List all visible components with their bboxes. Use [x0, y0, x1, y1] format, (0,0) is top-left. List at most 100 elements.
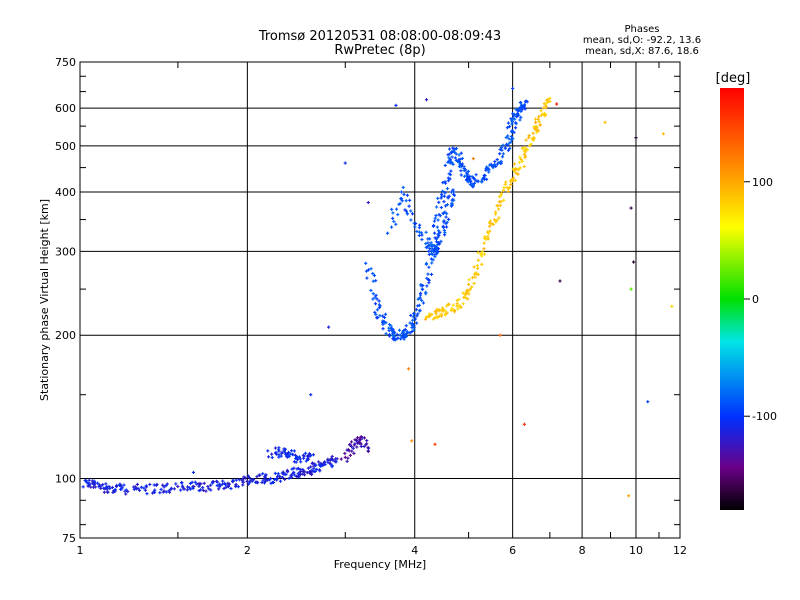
- data-point: [391, 333, 395, 337]
- data-point: [182, 487, 186, 491]
- data-point: [502, 186, 506, 190]
- data-point: [445, 203, 450, 207]
- data-point: [421, 301, 426, 305]
- data-point: [364, 269, 369, 273]
- data-point: [497, 195, 502, 199]
- data-point: [459, 169, 463, 173]
- data-point: [280, 451, 284, 455]
- data-point: [469, 183, 474, 187]
- data-point: [313, 469, 317, 474]
- data-point: [427, 315, 431, 319]
- data-point: [392, 219, 396, 224]
- data-point: [226, 484, 230, 488]
- data-point: [503, 182, 507, 187]
- data-point: [353, 438, 357, 442]
- data-point: [382, 315, 387, 320]
- data-point: [317, 468, 322, 472]
- data-point: [445, 212, 449, 216]
- data-point: [509, 134, 514, 139]
- data-point: [412, 328, 416, 332]
- data-point: [436, 235, 440, 239]
- data-point: [548, 99, 552, 103]
- data-point: [378, 304, 382, 308]
- data-point: [206, 484, 210, 489]
- data-point: [446, 302, 450, 306]
- colorbar-ticks: 100 0 -100: [744, 176, 777, 423]
- data-point: [485, 165, 489, 169]
- data-point: [411, 324, 415, 328]
- data-point: [420, 287, 424, 291]
- data-point: [448, 177, 452, 181]
- data-point: [330, 465, 334, 469]
- data-point: [144, 484, 148, 488]
- data-point: [518, 155, 522, 159]
- data-point: [284, 454, 289, 458]
- data-point: [310, 468, 314, 472]
- data-point: [410, 329, 414, 334]
- data-point: [434, 246, 439, 250]
- data-point: [441, 211, 446, 216]
- data-point: [442, 200, 446, 204]
- data-point: [439, 196, 443, 200]
- data-point: [537, 120, 541, 124]
- data-point: [211, 481, 215, 485]
- data-point: [218, 484, 222, 489]
- data-point: [274, 450, 278, 455]
- data-point: [450, 160, 454, 165]
- data-point: [443, 190, 447, 195]
- data-point: [435, 316, 439, 320]
- data-point: [509, 182, 513, 187]
- data-point: [314, 463, 318, 467]
- data-point: [180, 481, 184, 485]
- data-point: [443, 181, 448, 185]
- data-point: [122, 483, 126, 487]
- data-point: [394, 337, 398, 341]
- data-point: [369, 288, 373, 293]
- data-point: [492, 218, 497, 222]
- data-point: [629, 287, 633, 291]
- data-point: [81, 485, 85, 489]
- data-point: [294, 460, 298, 464]
- data-point: [445, 220, 449, 224]
- data-point: [417, 233, 421, 238]
- data-point: [476, 258, 480, 262]
- data-point: [446, 153, 450, 157]
- data-point: [523, 145, 527, 149]
- data-point: [113, 487, 117, 492]
- data-point: [291, 453, 295, 457]
- y-tick-label: 300: [55, 245, 76, 258]
- x-tick-label: 6: [509, 544, 516, 557]
- data-point: [466, 179, 470, 183]
- data-point: [466, 169, 471, 174]
- data-point: [511, 137, 515, 141]
- data-point: [207, 487, 211, 491]
- data-point: [397, 328, 402, 332]
- data-point: [93, 480, 97, 484]
- colorbar-tick-label: 100: [752, 176, 773, 189]
- data-point: [145, 492, 149, 496]
- data-point: [519, 103, 524, 107]
- data-point: [110, 485, 115, 490]
- data-point: [436, 232, 440, 236]
- data-point: [348, 453, 353, 457]
- data-point: [452, 190, 456, 194]
- data-point: [185, 485, 190, 489]
- data-point: [445, 187, 450, 191]
- data-point: [543, 113, 547, 118]
- data-point: [511, 86, 515, 91]
- data-point: [498, 203, 502, 207]
- data-point: [525, 147, 529, 152]
- data-point: [436, 196, 440, 200]
- data-point: [433, 216, 437, 220]
- data-point: [627, 494, 631, 498]
- y-tick-label: 750: [55, 56, 76, 69]
- data-point: [137, 488, 142, 493]
- data-point: [494, 220, 498, 224]
- data-point: [188, 481, 193, 486]
- data-point: [201, 488, 205, 493]
- data-point: [474, 173, 478, 177]
- data-point: [461, 291, 465, 295]
- colorbar-tick-label: 0: [752, 293, 759, 306]
- data-point: [447, 194, 451, 198]
- data-point: [277, 449, 281, 453]
